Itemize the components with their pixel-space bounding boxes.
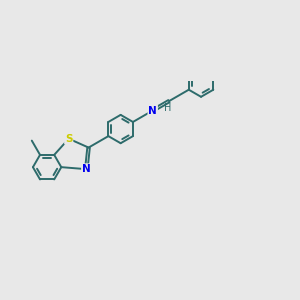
Text: N: N (148, 106, 157, 116)
Text: N: N (82, 164, 91, 174)
Text: S: S (65, 134, 73, 144)
Text: H: H (164, 103, 171, 112)
